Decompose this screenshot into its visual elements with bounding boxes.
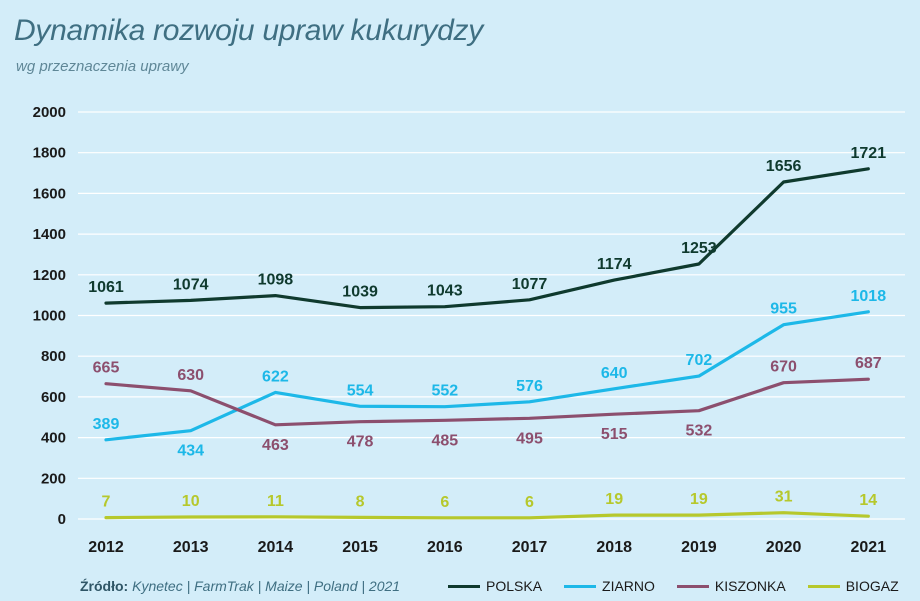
legend-swatch: [564, 584, 597, 588]
x-tick-label: 2014: [258, 539, 294, 556]
legend: POLSKA ZIARNO KISZONKA BIOGAZ: [448, 578, 899, 594]
data-label-polska: 1077: [512, 276, 548, 293]
data-label-kiszonka: 463: [262, 437, 289, 454]
x-tick-label: 2013: [173, 539, 209, 556]
data-label-biogaz: 11: [267, 493, 284, 510]
data-label-kiszonka: 495: [516, 430, 543, 447]
y-tick-label: 0: [58, 511, 66, 528]
y-tick-label: 800: [41, 348, 66, 365]
y-tick-label: 600: [41, 389, 66, 406]
data-label-ziarno: 955: [770, 301, 797, 318]
data-label-polska: 1656: [766, 158, 802, 175]
data-label-polska: 1253: [681, 240, 717, 257]
chart-title: Dynamika rozwoju upraw kukurydzy: [14, 14, 483, 47]
data-label-polska: 1043: [427, 283, 463, 300]
data-label-kiszonka: 630: [177, 367, 204, 384]
legend-label: BIOGAZ: [845, 578, 899, 594]
series-line-polska: [104, 167, 870, 310]
legend-item-polska: POLSKA: [448, 578, 542, 594]
data-label-polska: 1098: [258, 272, 294, 289]
data-label-ziarno: 640: [601, 365, 628, 382]
legend-item-ziarno: ZIARNO: [564, 578, 655, 594]
y-tick-label: 2000: [33, 104, 66, 121]
chart-subtitle: wg przeznaczenia uprawy: [16, 58, 189, 75]
x-tick-label: 2019: [681, 539, 717, 556]
data-label-polska: 1174: [597, 256, 632, 273]
data-label-biogaz: 10: [182, 493, 200, 510]
data-label-kiszonka: 665: [93, 360, 120, 377]
data-label-ziarno: 389: [93, 416, 120, 433]
legend-swatch: [807, 584, 840, 588]
data-labels: 1061 1074 1098 1039 1043 1077 1174 1253 1656 1721…: [88, 145, 886, 511]
y-tick-label: 1200: [33, 267, 66, 284]
y-axis-ticks: 0 200 400 600 800 1000 1200 1400 1600 1800 2000: [33, 104, 66, 528]
x-tick-label: 2018: [596, 539, 632, 556]
legend-swatch: [676, 584, 709, 588]
data-label-biogaz: 6: [525, 494, 534, 511]
x-tick-label: 2012: [88, 539, 124, 556]
data-label-kiszonka: 478: [347, 434, 374, 451]
data-label-kiszonka: 485: [431, 432, 458, 449]
data-label-ziarno: 622: [262, 368, 289, 385]
data-label-biogaz: 14: [859, 492, 877, 509]
x-tick-label: 2021: [851, 539, 887, 556]
data-label-ziarno: 576: [516, 378, 543, 395]
source-note: Źródło: Kynetec | FarmTrak | Maize | Pol…: [80, 578, 400, 594]
data-label-biogaz: 6: [440, 494, 449, 511]
series-lines: [104, 167, 870, 520]
legend-swatch: [448, 584, 480, 588]
data-label-kiszonka: 687: [855, 355, 882, 372]
data-label-kiszonka: 670: [770, 359, 797, 376]
data-label-biogaz: 19: [605, 491, 623, 508]
data-label-biogaz: 8: [356, 493, 365, 510]
data-label-kiszonka: 515: [601, 426, 628, 443]
data-label-ziarno: 1018: [851, 288, 887, 305]
y-tick-label: 200: [41, 470, 66, 487]
legend-label: POLSKA: [486, 578, 543, 594]
x-tick-label: 2017: [512, 539, 548, 556]
data-label-biogaz: 19: [690, 491, 708, 508]
data-label-polska: 1039: [342, 284, 378, 301]
y-tick-label: 1600: [33, 185, 66, 202]
data-label-ziarno: 434: [177, 443, 204, 460]
legend-label: ZIARNO: [602, 578, 655, 594]
source-text: Kynetec | FarmTrak | Maize | Poland | 20…: [132, 578, 401, 594]
series-line-ziarno: [104, 310, 870, 442]
y-tick-label: 1000: [33, 308, 66, 325]
data-label-ziarno: 552: [431, 383, 458, 400]
data-label-biogaz: 7: [102, 494, 111, 511]
series-line-kiszonka: [104, 377, 870, 427]
x-tick-label: 2020: [766, 539, 802, 556]
data-label-polska: 1721: [851, 145, 887, 162]
data-label-polska: 1074: [173, 276, 209, 293]
x-axis-ticks: 2012 2013 2014 2015 2016 2017 2018 2019 2020 2021: [88, 539, 886, 556]
data-label-ziarno: 702: [686, 352, 713, 369]
data-label-ziarno: 554: [347, 382, 374, 399]
x-tick-label: 2015: [342, 539, 378, 556]
legend-label: KISZONKA: [714, 578, 786, 594]
legend-item-kiszonka: KISZONKA: [676, 578, 786, 594]
data-label-polska: 1061: [88, 279, 124, 296]
y-tick-label: 400: [41, 430, 66, 447]
data-label-biogaz: 31: [775, 489, 793, 506]
x-tick-label: 2016: [427, 539, 463, 556]
y-tick-label: 1400: [33, 226, 66, 243]
y-tick-label: 1800: [33, 145, 66, 162]
data-label-kiszonka: 532: [686, 423, 713, 440]
source-label: Źródło:: [80, 578, 129, 594]
series-line-biogaz: [104, 511, 870, 520]
legend-item-biogaz: BIOGAZ: [807, 578, 899, 594]
